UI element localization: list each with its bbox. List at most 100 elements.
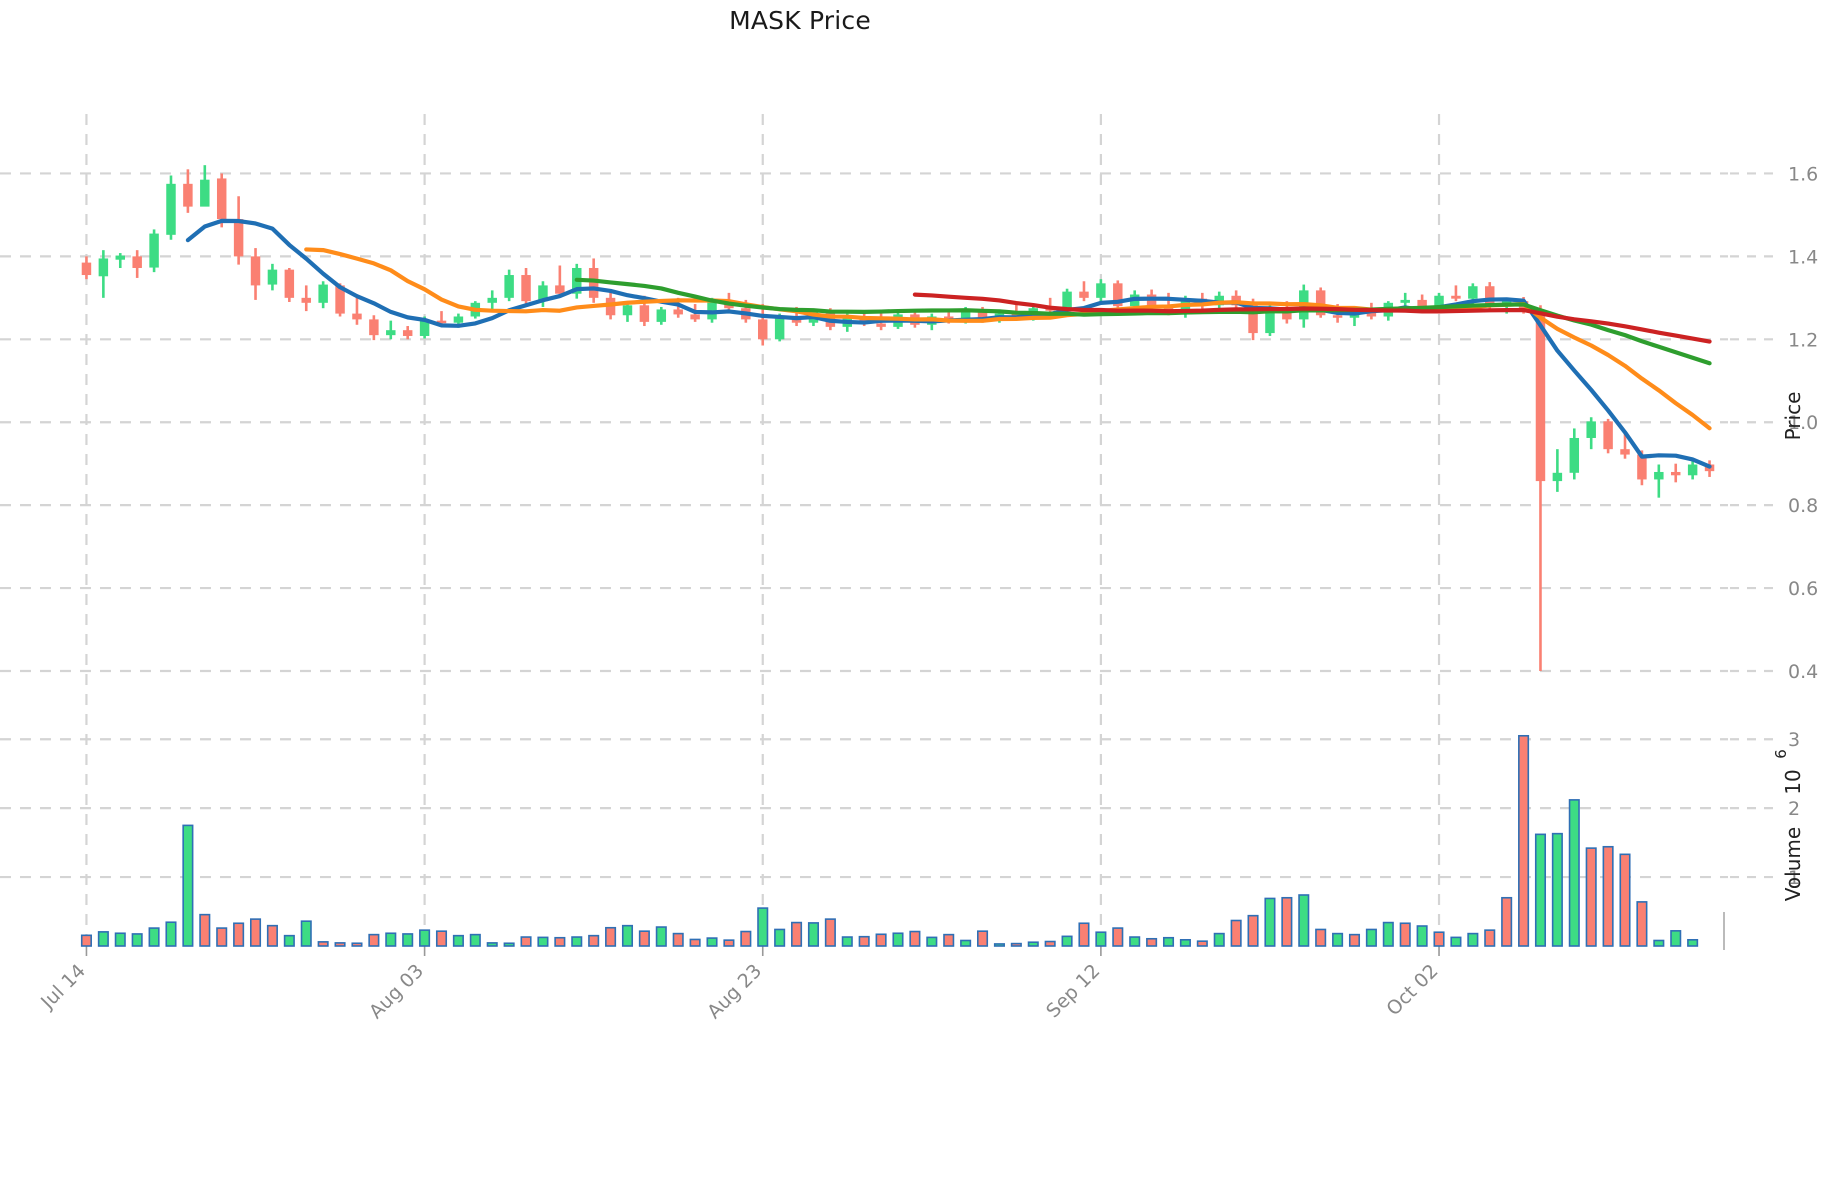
volume-bar bbox=[300, 920, 312, 947]
volume-bar bbox=[266, 924, 278, 947]
candle-body bbox=[1586, 421, 1596, 438]
volume-bar bbox=[909, 930, 921, 947]
volume-bar bbox=[1146, 937, 1158, 947]
candle-body bbox=[1603, 421, 1613, 450]
volume-axis-title: Volume bbox=[1781, 827, 1805, 901]
volume-bar bbox=[1670, 930, 1682, 947]
volume-bar bbox=[80, 934, 92, 947]
volume-bar bbox=[452, 934, 464, 947]
candle-body bbox=[183, 183, 193, 207]
volume-bar bbox=[1365, 928, 1377, 947]
price-tick-label: 1.2 bbox=[1788, 329, 1818, 351]
candle-body bbox=[81, 262, 92, 276]
volume-bar bbox=[1585, 847, 1597, 947]
volume-bar bbox=[875, 933, 887, 947]
volume-bar bbox=[1179, 938, 1191, 947]
price-tick-label: 0.4 bbox=[1788, 661, 1818, 683]
volume-bar bbox=[740, 930, 752, 947]
candle-body bbox=[1079, 291, 1089, 298]
price-axis-title: Price bbox=[1781, 392, 1805, 441]
x-tick-label: Jul 14 bbox=[36, 960, 90, 1014]
candle-body bbox=[369, 319, 379, 336]
volume-bar bbox=[1518, 734, 1530, 947]
candle-body bbox=[1265, 309, 1275, 334]
volume-bar bbox=[943, 933, 955, 947]
volume-bar bbox=[571, 936, 583, 947]
candle-body bbox=[1163, 306, 1174, 312]
candle-body bbox=[1620, 449, 1630, 455]
volume-bar bbox=[435, 930, 448, 947]
candle-body bbox=[200, 179, 210, 207]
volume-bar bbox=[216, 927, 228, 947]
volume-bar bbox=[1382, 921, 1394, 947]
volume-bar bbox=[1095, 931, 1107, 947]
candle-body bbox=[1282, 309, 1292, 320]
candle-body bbox=[487, 297, 497, 303]
x-tick-label: Sep 12 bbox=[1042, 960, 1104, 1022]
candle-body bbox=[335, 285, 345, 314]
volume-bar bbox=[960, 939, 972, 947]
volume-bar bbox=[351, 942, 363, 947]
volume-bar bbox=[1129, 936, 1141, 947]
volume-bar bbox=[182, 824, 194, 947]
volume-axis-exponent: 10 bbox=[1781, 769, 1805, 794]
candle-body bbox=[622, 305, 633, 316]
candle-body bbox=[284, 269, 295, 298]
volume-bar bbox=[655, 926, 667, 947]
volume-bar bbox=[317, 941, 329, 947]
candle-body bbox=[402, 330, 413, 336]
volume-bar bbox=[1467, 932, 1479, 947]
volume-bar bbox=[689, 938, 701, 947]
volume-bar bbox=[1636, 901, 1648, 947]
volume-tick-label: 2 bbox=[1788, 798, 1800, 820]
candle-body bbox=[656, 309, 667, 322]
candle-body bbox=[352, 313, 362, 320]
candle-body bbox=[132, 256, 142, 268]
volume-bar bbox=[1534, 833, 1547, 947]
candle-body bbox=[673, 309, 683, 315]
candle-body bbox=[166, 183, 176, 235]
volume-bar bbox=[723, 939, 735, 947]
volume-bar bbox=[824, 918, 836, 947]
price-tick-label: 0.8 bbox=[1788, 495, 1818, 517]
volume-bar bbox=[1484, 929, 1496, 947]
candle-body bbox=[1062, 291, 1072, 311]
volume-bar bbox=[672, 932, 684, 947]
candle-body bbox=[1315, 290, 1326, 316]
candle-body bbox=[1654, 471, 1664, 480]
volume-bar bbox=[926, 936, 938, 947]
candle-body bbox=[538, 285, 548, 302]
price-tick-label: 1.4 bbox=[1788, 246, 1818, 268]
candle-body bbox=[977, 311, 988, 320]
volume-bar bbox=[165, 921, 177, 947]
price-tick-label: 1.0 bbox=[1788, 412, 1818, 434]
candle-body bbox=[453, 316, 464, 323]
volume-bar bbox=[419, 929, 431, 947]
candle-body bbox=[639, 305, 650, 322]
candle-body bbox=[758, 319, 768, 340]
volume-bar bbox=[1061, 935, 1073, 947]
ma-long-line bbox=[574, 277, 1712, 366]
candle-body bbox=[1569, 437, 1580, 473]
candle-body bbox=[98, 258, 109, 277]
candle-body bbox=[876, 323, 886, 327]
candle-body bbox=[1011, 313, 1022, 317]
volume-bar bbox=[520, 936, 532, 947]
x-tick-label: Oct 02 bbox=[1382, 960, 1442, 1020]
volume-bar bbox=[588, 934, 600, 947]
chart-title: MASK Price bbox=[729, 6, 871, 35]
candle-body bbox=[588, 267, 599, 298]
volume-bar bbox=[503, 942, 515, 947]
candle-body bbox=[504, 275, 514, 298]
volume-bar bbox=[1213, 932, 1225, 947]
candle-body bbox=[1400, 299, 1410, 303]
candle-body bbox=[1552, 472, 1563, 482]
candle-body bbox=[707, 301, 717, 320]
volume-bar bbox=[249, 918, 262, 947]
volume-bar bbox=[97, 931, 109, 947]
candle-body bbox=[318, 284, 328, 303]
candle-body bbox=[115, 255, 126, 260]
candle-body bbox=[267, 269, 278, 285]
volume-bar bbox=[199, 913, 211, 947]
